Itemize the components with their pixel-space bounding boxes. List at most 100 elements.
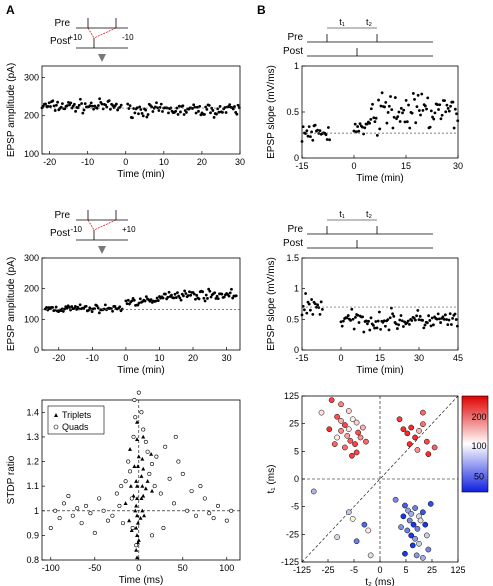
inset-t1-label: t₁ [339,17,345,27]
data-point [59,105,63,109]
data-point [350,307,354,311]
triplet-point [141,434,146,439]
data-point [92,107,95,111]
data-point [107,99,111,103]
data-point [156,106,160,110]
data-point [88,104,92,108]
data-point [421,318,424,322]
data-point [69,101,73,105]
data-point [233,105,236,108]
data-point [318,409,325,416]
data-point [409,542,416,549]
triplet-point [135,496,140,501]
data-point [406,517,413,524]
data-point [100,102,104,106]
data-point [454,318,458,321]
data-point [67,100,70,104]
y-axis-label: EPSP slope (mV/ms) [266,257,277,351]
data-point [384,324,387,328]
data-point [128,302,131,306]
data-point [197,297,201,301]
x-tick-label: 0 [377,565,382,575]
quad-point [119,484,124,489]
inset-pairing [87,219,95,231]
data-point [52,104,56,108]
x-tick-label: 30 [414,353,424,363]
data-point [420,409,426,416]
quad-point [110,513,115,518]
data-point [221,110,224,114]
data-point [307,302,311,306]
inset-post-label: Post [283,238,303,249]
data-point [417,318,421,322]
quad-point [202,496,207,501]
data-point [351,317,355,321]
data-point [367,552,374,559]
data-point [212,115,216,119]
data-point [367,319,370,323]
y-tick-label: 1 [294,61,299,71]
y-tick-label: 125 [284,391,299,401]
data-point [420,92,424,96]
data-point [179,298,183,302]
data-point [404,527,411,534]
legend-quads: Quads [62,422,89,432]
x-tick-label: -50 [88,563,101,573]
data-point [95,106,99,110]
data-point [397,110,401,114]
quad-point [48,525,53,530]
data-point [436,312,440,316]
data-point [172,296,176,300]
triplet-point [135,520,140,525]
data-point [211,109,215,112]
data-point [206,297,209,300]
legend-triplets: Triplets [62,410,92,420]
data-point [178,296,182,300]
y-tick-label: 300 [24,72,39,82]
data-point [413,552,420,559]
data-point [432,323,435,327]
data-point [305,311,309,315]
data-point [398,524,404,530]
inset-t1-label: t₁ [339,209,345,219]
data-point [423,104,427,108]
data-point [51,306,54,309]
data-point [425,451,432,457]
data-point [422,326,426,330]
data-point [426,321,429,325]
data-point [400,319,404,323]
data-point [63,107,67,111]
y-tick-label: 0.9 [26,530,39,540]
data-point [369,316,373,320]
inset-t2-label: t₂ [366,17,373,27]
data-point [334,434,340,441]
y-tick-label: 25 [289,419,299,429]
data-point [118,305,122,309]
data-point [383,105,386,109]
data-point [128,104,132,108]
x-tick-label: 15 [375,353,385,363]
arrow-icon [98,54,106,62]
x-tick-label: 45 [453,353,463,363]
data-point [331,441,338,447]
data-point [345,509,352,516]
data-point [403,120,407,124]
data-point [444,110,448,114]
data-point [450,323,453,326]
data-point [390,108,394,111]
quad-point [176,459,181,464]
data-point [352,129,356,133]
data-point [309,135,312,139]
data-point [179,110,182,114]
data-point [420,421,426,428]
plot-frame [41,399,241,561]
y-tick-label: 5 [294,446,299,456]
data-point [307,125,311,129]
data-point [349,515,356,522]
data-point [81,111,85,115]
quad-point [66,493,71,498]
data-point [191,107,194,110]
y-tick-label: 100 [24,314,39,324]
data-point [54,305,58,309]
data-point [56,100,59,104]
